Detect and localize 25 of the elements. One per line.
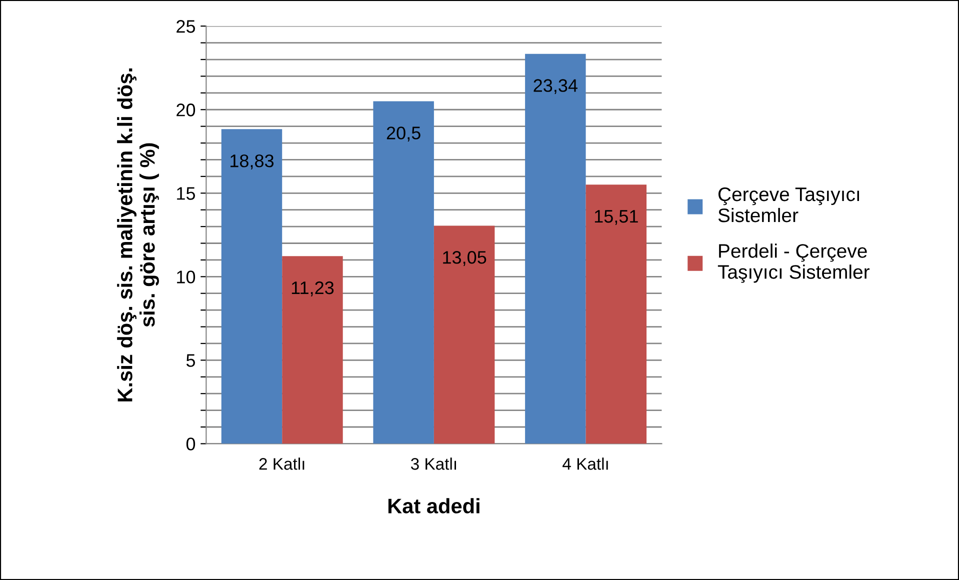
bar	[586, 184, 647, 444]
x-tick-label: 4 Katlı	[562, 458, 608, 470]
data-label: 11,23	[292, 281, 334, 296]
data-label: 18,83	[230, 154, 274, 170]
y-tick-label: 20	[176, 104, 196, 116]
y-tick-label: 5	[186, 354, 196, 367]
bar	[282, 256, 343, 444]
legend-label: Perdeli - Çerçeve Taşıyıcı Sistemler	[718, 244, 870, 283]
y-tick-label: 25	[176, 20, 196, 33]
y-tick-label: 0	[186, 438, 196, 450]
data-label: 20,5	[386, 126, 420, 142]
x-axis-title: Kat adedi	[388, 498, 480, 514]
y-tick-label: 10	[177, 270, 196, 284]
bar	[221, 129, 282, 444]
legend-label: Çerçeve Taşıyıcı Sistemler	[718, 187, 860, 222]
bar	[434, 226, 495, 444]
y-tick-label: 15	[177, 187, 196, 200]
bar	[373, 101, 434, 444]
data-label: 15,51	[594, 210, 638, 225]
data-label: 23,34	[534, 79, 578, 94]
x-tick-label: 3 Katlı	[410, 458, 456, 470]
bar	[525, 54, 586, 444]
data-label: 13,05	[443, 251, 486, 266]
x-tick-label: 2 Katlı	[259, 458, 304, 470]
y-axis-title: K.siz döş. sis. maliyetinin k.li döş. sis. göre artışı ( %)	[117, 68, 160, 402]
